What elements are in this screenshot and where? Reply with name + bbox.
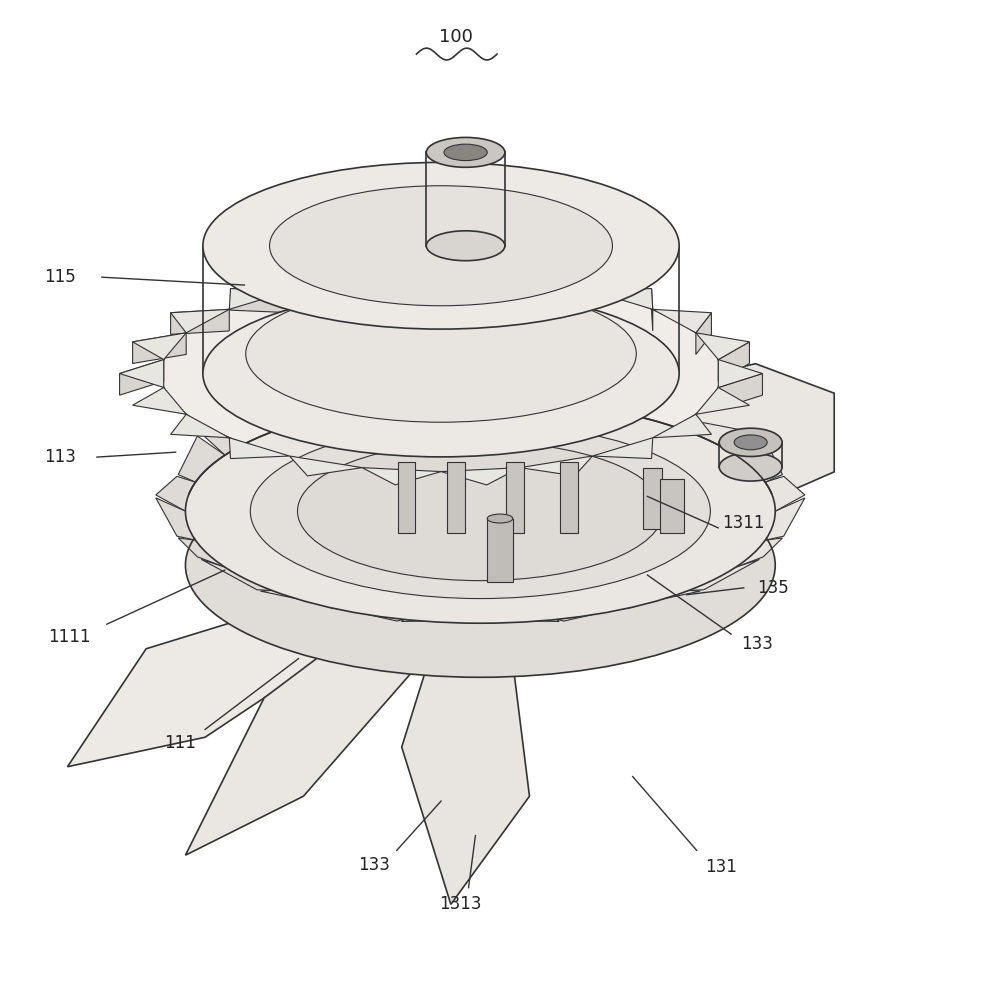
Text: 113: 113 (44, 448, 76, 466)
Text: 131: 131 (705, 858, 737, 876)
Polygon shape (520, 271, 592, 291)
Polygon shape (480, 619, 559, 623)
Polygon shape (736, 538, 782, 567)
Text: 1311: 1311 (723, 514, 765, 532)
Polygon shape (441, 468, 520, 485)
Polygon shape (156, 477, 195, 511)
Text: 100: 100 (439, 29, 473, 46)
Polygon shape (592, 289, 653, 310)
Polygon shape (653, 414, 711, 437)
Polygon shape (557, 389, 639, 414)
Polygon shape (441, 262, 520, 279)
Polygon shape (178, 538, 225, 567)
Ellipse shape (270, 186, 612, 306)
Polygon shape (362, 468, 441, 485)
Ellipse shape (246, 285, 636, 423)
Polygon shape (171, 310, 229, 333)
Text: 133: 133 (742, 635, 773, 653)
Polygon shape (171, 310, 229, 334)
Ellipse shape (161, 275, 721, 472)
Ellipse shape (203, 290, 679, 457)
Polygon shape (398, 462, 415, 533)
Polygon shape (653, 310, 711, 333)
Polygon shape (557, 604, 639, 621)
Polygon shape (447, 462, 465, 533)
Polygon shape (229, 437, 290, 458)
Polygon shape (402, 374, 480, 403)
Polygon shape (321, 389, 404, 414)
Polygon shape (402, 590, 529, 904)
Ellipse shape (298, 441, 663, 581)
Text: 1313: 1313 (439, 896, 482, 913)
Polygon shape (696, 313, 711, 355)
Polygon shape (765, 477, 805, 511)
Polygon shape (120, 360, 164, 387)
Ellipse shape (250, 424, 710, 599)
Polygon shape (696, 333, 749, 360)
Ellipse shape (444, 145, 487, 160)
Polygon shape (290, 456, 362, 476)
Polygon shape (321, 604, 404, 621)
Polygon shape (156, 498, 195, 541)
Text: 111: 111 (165, 734, 196, 752)
Polygon shape (178, 436, 225, 482)
Polygon shape (260, 591, 333, 608)
Ellipse shape (719, 453, 782, 481)
Polygon shape (133, 333, 186, 360)
Polygon shape (290, 271, 362, 291)
Polygon shape (120, 360, 164, 395)
Ellipse shape (426, 231, 505, 260)
Polygon shape (689, 423, 759, 455)
Polygon shape (133, 387, 186, 414)
Polygon shape (171, 414, 229, 437)
Polygon shape (575, 271, 592, 313)
Polygon shape (67, 570, 402, 767)
Text: 115: 115 (44, 268, 75, 286)
Text: 133: 133 (358, 856, 390, 874)
Polygon shape (628, 390, 700, 432)
Polygon shape (362, 262, 441, 279)
Polygon shape (307, 271, 362, 301)
Text: 1111: 1111 (48, 628, 91, 646)
Polygon shape (229, 289, 290, 310)
Polygon shape (539, 364, 834, 506)
Ellipse shape (185, 453, 775, 677)
Polygon shape (201, 559, 272, 591)
Polygon shape (520, 456, 592, 476)
Polygon shape (133, 333, 186, 364)
Ellipse shape (426, 138, 505, 167)
Polygon shape (689, 559, 759, 591)
Polygon shape (480, 374, 559, 403)
Text: 135: 135 (757, 579, 789, 597)
Polygon shape (487, 262, 520, 301)
Polygon shape (696, 387, 749, 414)
Polygon shape (402, 619, 480, 623)
Polygon shape (201, 423, 272, 455)
Bar (660, 479, 684, 533)
Ellipse shape (734, 434, 767, 450)
Polygon shape (592, 437, 653, 458)
Polygon shape (736, 436, 782, 482)
Polygon shape (260, 390, 333, 432)
Ellipse shape (487, 514, 513, 523)
Polygon shape (185, 580, 441, 855)
Polygon shape (765, 498, 805, 541)
Bar (643, 468, 662, 529)
Polygon shape (718, 342, 749, 381)
Polygon shape (652, 289, 653, 331)
Polygon shape (506, 462, 524, 533)
Polygon shape (718, 374, 762, 409)
Bar (487, 518, 513, 582)
Polygon shape (560, 462, 578, 533)
Ellipse shape (185, 399, 775, 623)
Polygon shape (395, 262, 441, 297)
Ellipse shape (203, 162, 679, 329)
Polygon shape (718, 360, 762, 387)
Polygon shape (628, 591, 700, 608)
Polygon shape (231, 289, 290, 313)
Ellipse shape (719, 429, 782, 456)
